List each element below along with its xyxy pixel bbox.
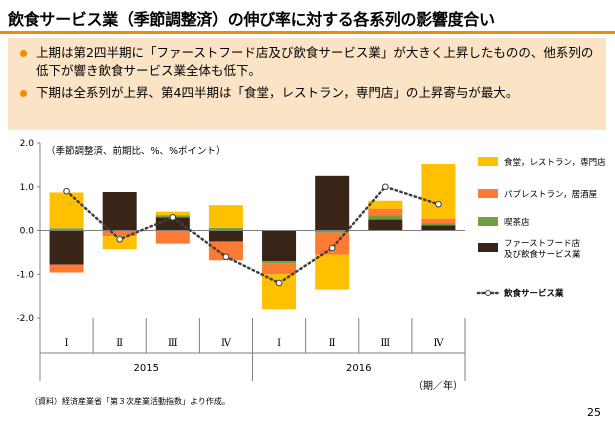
y-tick-label: 2.0 <box>20 139 35 149</box>
bar-segment-2 <box>421 223 456 226</box>
bar-segment-1 <box>102 192 137 231</box>
legend-label: 食堂，レストラン，専門店 <box>504 157 606 168</box>
y-tick-label: -1.0 <box>16 270 34 280</box>
legend-swatch-2 <box>478 189 498 198</box>
legend-label: 及び飲食サービス業 <box>504 249 581 260</box>
legend-swatch-4 <box>478 243 498 252</box>
y-tick-label: -2.0 <box>16 314 34 324</box>
bar-segment-4 <box>368 200 403 209</box>
bar-segment-3 <box>421 218 456 224</box>
x-tick-label: Ⅳ <box>221 338 232 349</box>
total-point <box>222 253 230 261</box>
x-tick-label: Ⅰ <box>65 338 69 349</box>
bar-segment-2 <box>262 261 297 264</box>
bar-segment-3 <box>155 230 190 244</box>
bar-segment-1 <box>208 230 243 242</box>
bar-segment-4 <box>421 164 456 219</box>
page-number: 25 <box>587 406 601 419</box>
total-point <box>63 187 70 195</box>
legend-label: 喫茶店 <box>504 217 530 228</box>
summary-bullet-2: 下期は全系列が上昇、第4四半期は「食堂，レストラン，専門店」の上昇寄与が最大。 <box>20 84 596 102</box>
total-point <box>382 183 389 191</box>
bar-segment-2 <box>49 228 84 231</box>
x-tick-label: Ⅱ <box>116 338 123 349</box>
bar-segment-2 <box>368 215 403 220</box>
summary-box: 上期は第2四半期に「ファーストフード店及び飲食サービス業」が大きく上昇したものの… <box>8 38 606 130</box>
total-point <box>275 279 283 287</box>
total-point <box>328 244 336 252</box>
x-tick-label: Ⅲ <box>168 338 178 349</box>
summary-bullet-text-2: 下期は全系列が上昇、第4四半期は「食堂，レストラン，専門店」の上昇寄与が最大。 <box>36 85 519 100</box>
bar-segment-2 <box>208 227 243 231</box>
x-tick-label: Ⅰ <box>277 338 281 349</box>
bar-segment-3 <box>208 241 243 261</box>
bar-segment-1 <box>49 230 84 265</box>
total-point <box>435 200 442 208</box>
legend-label: ファーストフード店 <box>504 238 581 249</box>
x-tick-label: Ⅲ <box>380 338 390 349</box>
y-tick-label: 0.0 <box>20 227 35 237</box>
title-rule <box>0 31 615 34</box>
bar-segment-2 <box>102 230 137 232</box>
legend-total-label: 飲食サービス業 <box>503 288 564 299</box>
bar-segment-3 <box>368 208 403 216</box>
bar-segment-3 <box>49 264 84 273</box>
bar-segment-4 <box>155 211 190 216</box>
bullet-dot-icon <box>20 50 27 57</box>
x-year-label: 2016 <box>346 363 371 374</box>
bar-segment-4 <box>262 274 297 310</box>
x-tick-label: Ⅳ <box>433 338 444 349</box>
source-note: （資料）経済産業省「第３次産業活動指数」より作成。 <box>30 397 230 406</box>
bar-segment-4 <box>208 205 243 228</box>
bar-segment-3 <box>102 231 137 237</box>
summary-bullet-text-1: 上期は第2四半期に「ファーストフード店及び飲食サービス業」が大きく上昇したものの… <box>36 45 594 78</box>
legend-label: パブレストラン，居酒屋 <box>504 189 598 200</box>
legend-swatch-1 <box>478 157 498 166</box>
legend-swatch-3 <box>478 217 498 226</box>
bar-segment-1 <box>315 175 350 231</box>
legend-total-marker <box>485 290 491 296</box>
contribution-chart: 2.0 1.0 0.0 -1.0 -2.0 （季節調整済、前期比、%、%ポイント） Ⅰ Ⅱ Ⅲ Ⅳ… <box>16 139 606 392</box>
total-point <box>116 235 123 243</box>
bar-segment-1 <box>421 225 456 231</box>
bullet-dot-icon <box>20 90 27 97</box>
bar-segment-4 <box>315 254 350 290</box>
total-line <box>65 185 440 285</box>
y-tick-label: 1.0 <box>20 183 35 193</box>
bar-segment-4 <box>102 236 137 250</box>
bar-segment-3 <box>262 263 297 275</box>
x-year-label: 2015 <box>134 363 159 374</box>
page-title: 飲食サービス業（季節調整済）の伸び率に対する各系列の影響度合い <box>8 10 495 29</box>
bar-segment-2 <box>315 230 350 233</box>
total-point <box>169 214 177 221</box>
summary-bullet-1: 上期は第2四半期に「ファーストフード店及び飲食サービス業」が大きく上昇したものの… <box>20 44 596 80</box>
bar-segment-4 <box>49 192 84 229</box>
x-tick-label: Ⅱ <box>329 338 336 349</box>
bar-segment-1 <box>262 230 297 262</box>
bar-segment-1 <box>368 219 403 231</box>
unit-note: （季節調整済、前期比、%、%ポイント） <box>46 145 226 157</box>
x-axis-label: （期／年） <box>413 379 463 392</box>
